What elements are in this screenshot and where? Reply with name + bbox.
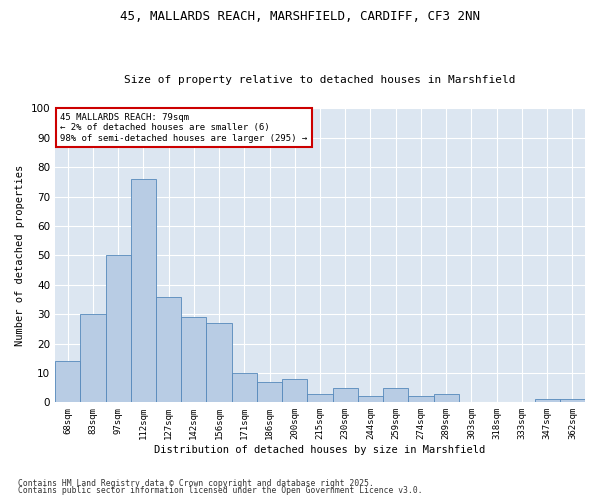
Bar xyxy=(80,314,106,402)
Bar xyxy=(257,382,282,402)
Bar xyxy=(535,400,560,402)
Bar xyxy=(409,396,434,402)
Bar xyxy=(307,394,332,402)
Bar xyxy=(55,361,80,403)
Bar xyxy=(358,396,383,402)
Text: 45 MALLARDS REACH: 79sqm
← 2% of detached houses are smaller (6)
98% of semi-det: 45 MALLARDS REACH: 79sqm ← 2% of detache… xyxy=(61,113,308,142)
Bar xyxy=(131,179,156,402)
Title: Size of property relative to detached houses in Marshfield: Size of property relative to detached ho… xyxy=(124,76,516,86)
Bar xyxy=(232,373,257,402)
Bar xyxy=(383,388,409,402)
Bar xyxy=(206,323,232,402)
Y-axis label: Number of detached properties: Number of detached properties xyxy=(15,165,25,346)
Bar xyxy=(560,400,585,402)
Bar xyxy=(434,394,459,402)
X-axis label: Distribution of detached houses by size in Marshfield: Distribution of detached houses by size … xyxy=(154,445,485,455)
Bar xyxy=(181,317,206,402)
Bar xyxy=(106,256,131,402)
Bar xyxy=(282,379,307,402)
Text: 45, MALLARDS REACH, MARSHFIELD, CARDIFF, CF3 2NN: 45, MALLARDS REACH, MARSHFIELD, CARDIFF,… xyxy=(120,10,480,23)
Bar xyxy=(332,388,358,402)
Text: Contains HM Land Registry data © Crown copyright and database right 2025.: Contains HM Land Registry data © Crown c… xyxy=(18,478,374,488)
Text: Contains public sector information licensed under the Open Government Licence v3: Contains public sector information licen… xyxy=(18,486,422,495)
Bar xyxy=(156,296,181,403)
